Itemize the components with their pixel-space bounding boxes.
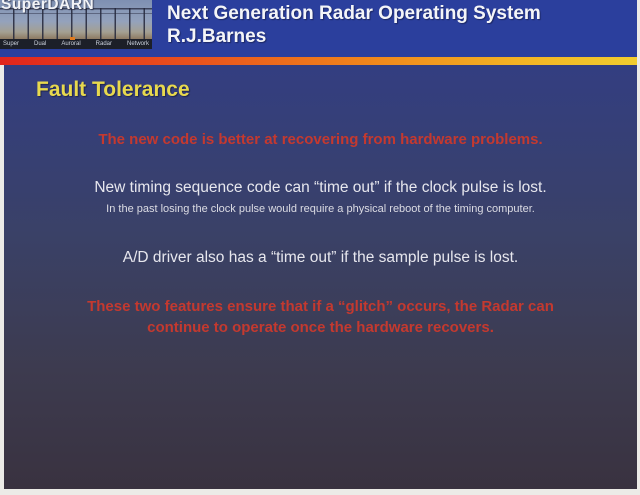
presentation-title: Next Generation Radar Operating System <box>167 3 541 24</box>
slide-content-area: Fault Tolerance The new code is better a… <box>4 65 637 489</box>
antenna-array-photo <box>0 0 152 39</box>
slide-heading: Fault Tolerance <box>36 78 190 101</box>
paragraph-conclusion: These two features ensure that if a “gli… <box>87 298 554 336</box>
superdarn-logo-title: SuperDARN <box>1 0 95 13</box>
logo-word-auroral: Auroral <box>61 41 81 47</box>
paragraph-intro: The new code is better at recovering fro… <box>98 131 543 148</box>
logo-word-radar: Radar <box>95 41 112 47</box>
superdarn-logo-words: Super Dual Auroral Radar Network <box>0 37 152 49</box>
logo-orange-tick <box>70 37 75 40</box>
presentation-author: R.J.Barnes <box>167 26 267 47</box>
header-titles: Next Generation Radar Operating System R… <box>167 2 541 48</box>
logo-word-super: Super <box>3 41 20 47</box>
paragraph-ad-driver: A/D driver also has a “time out” if the … <box>122 249 519 266</box>
superdarn-logo: SuperDARN Super Dual Auroral Radar Netwo… <box>0 0 152 49</box>
header-bar: SuperDARN Super Dual Auroral Radar Netwo… <box>0 0 637 57</box>
paragraph-timing: New timing sequence code can “time out” … <box>94 179 547 196</box>
logo-word-dual: Dual <box>34 41 47 47</box>
accent-stripe <box>0 57 637 65</box>
antenna-masts-graphic <box>0 8 152 39</box>
paragraph-timing-note: In the past losing the clock pulse would… <box>106 203 535 215</box>
logo-word-network: Network <box>126 41 149 47</box>
